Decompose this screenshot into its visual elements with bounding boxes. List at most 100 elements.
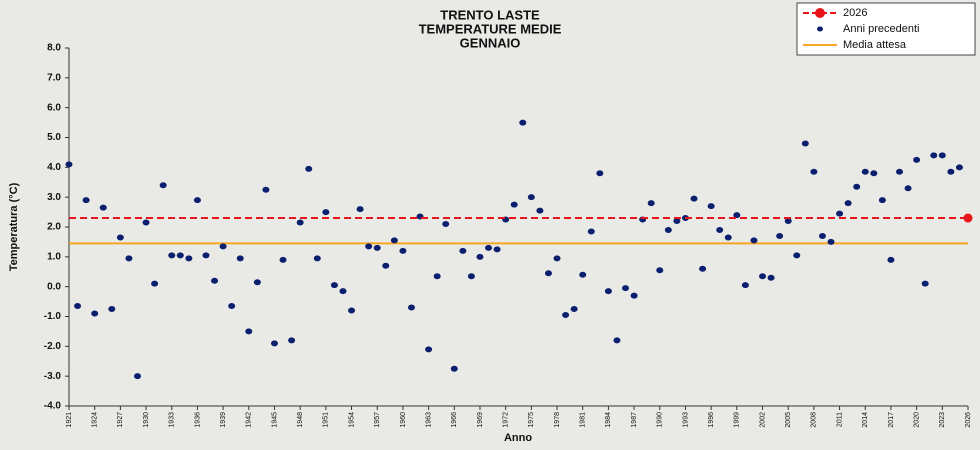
y-tick-label: 2.0 [47, 222, 61, 233]
point [425, 346, 433, 353]
point [202, 252, 210, 259]
x-tick-label: 1981 [580, 412, 587, 428]
x-tick-label: 1984 [605, 412, 612, 428]
point [579, 271, 587, 278]
point [322, 209, 330, 216]
point [442, 221, 450, 228]
x-tick-label: 2002 [759, 412, 766, 428]
x-tick-label: 1951 [323, 412, 330, 428]
x-tick-label: 1942 [246, 412, 253, 428]
legend-label: 2026 [843, 7, 867, 19]
point [896, 168, 904, 175]
point [544, 270, 552, 277]
point [382, 262, 390, 269]
point [356, 206, 364, 213]
point [604, 288, 612, 295]
point [270, 340, 278, 347]
point [861, 168, 869, 175]
x-tick-label: 1978 [554, 412, 561, 428]
point [348, 307, 356, 314]
point [613, 337, 621, 344]
legend-swatch [815, 8, 825, 18]
point [656, 267, 664, 274]
y-tick-label: -3.0 [44, 371, 62, 382]
x-axis-label: Anno [504, 432, 532, 444]
x-tick-label: 1945 [271, 412, 278, 428]
x-tick-label: 1999 [734, 412, 741, 428]
point [305, 165, 313, 172]
point [185, 255, 193, 262]
point [433, 273, 441, 280]
y-tick-label: 1.0 [47, 251, 61, 262]
point [853, 183, 861, 190]
point [493, 246, 501, 253]
point [151, 280, 159, 287]
y-tick-label: 6.0 [47, 102, 61, 113]
point [827, 238, 835, 245]
x-tick-label: 2011 [836, 412, 843, 427]
point [82, 197, 90, 204]
x-tick-label: 1996 [708, 412, 715, 428]
title-line: GENNAIO [460, 35, 521, 50]
x-tick-label: 1939 [220, 412, 227, 428]
point [750, 237, 758, 244]
point [887, 256, 895, 263]
point [279, 256, 287, 263]
point [65, 161, 73, 168]
point [228, 303, 236, 310]
legend-label: Media attesa [843, 39, 907, 51]
legend-label: Anni precedenti [843, 23, 919, 35]
point [801, 140, 809, 147]
point [630, 292, 638, 299]
point [947, 168, 955, 175]
legend-swatch [817, 26, 823, 32]
x-tick-label: 1927 [117, 412, 124, 428]
y-tick-label: 5.0 [47, 132, 61, 143]
point [168, 252, 176, 259]
point [390, 237, 398, 244]
x-tick-label: 1960 [400, 412, 407, 428]
x-tick-label: 1990 [657, 412, 664, 428]
point [125, 255, 133, 262]
point [519, 119, 527, 126]
point [844, 200, 852, 207]
point [699, 265, 707, 272]
point [759, 273, 767, 280]
x-tick-label: 1969 [477, 412, 484, 428]
point [108, 306, 116, 313]
point [878, 197, 886, 204]
point [288, 337, 296, 344]
x-tick-label: 1921 [66, 412, 73, 428]
y-axis-label: Temperatura (°C) [8, 182, 20, 271]
point [870, 170, 878, 177]
x-tick-label: 1972 [503, 412, 510, 428]
point [399, 247, 407, 254]
y-tick-label: 7.0 [47, 72, 61, 83]
point [211, 277, 219, 284]
point [836, 210, 844, 217]
point [476, 253, 484, 260]
x-tick-label: 1933 [169, 412, 176, 428]
point [485, 244, 493, 251]
y-tick-label: 0.0 [47, 281, 61, 292]
point [622, 285, 630, 292]
point [596, 170, 604, 177]
point [193, 197, 201, 204]
point [570, 306, 578, 313]
point [913, 156, 921, 163]
point [527, 194, 535, 201]
point [587, 228, 595, 235]
point [963, 213, 973, 223]
x-tick-label: 2026 [965, 412, 972, 428]
x-tick-label: 1975 [528, 412, 535, 428]
point [236, 255, 244, 262]
y-tick-label: -1.0 [44, 311, 62, 322]
point [99, 204, 107, 211]
title-line: TRENTO LASTE [440, 7, 540, 22]
title-line: TEMPERATURE MEDIE [419, 21, 562, 36]
point [716, 226, 724, 233]
point [818, 232, 826, 239]
